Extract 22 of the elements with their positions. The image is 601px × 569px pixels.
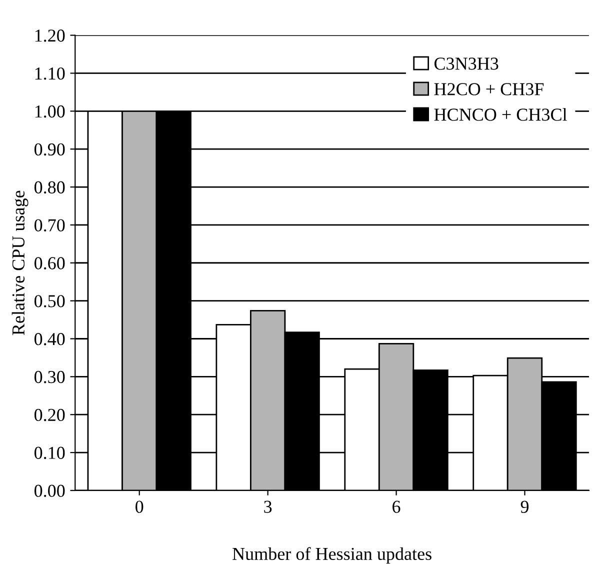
y-tick-label: 0.30	[34, 370, 65, 384]
legend-label: H2CO + CH3F	[434, 83, 544, 96]
y-tick-label: 0.40	[34, 333, 65, 346]
y-tick-label: 1.10	[35, 67, 65, 80]
legend-label: HCNCO + CH3Cl	[434, 108, 567, 121]
y-tick-label: 0.90	[34, 143, 65, 156]
y-tick-label: 0.00	[34, 484, 65, 497]
x-tick-label: 3	[264, 500, 272, 513]
x-tick-label: 0	[136, 500, 144, 513]
y-tick-label: 0.20	[34, 408, 65, 422]
y-tick-label: 0.10	[34, 446, 65, 460]
y-tick-label: 0.50	[34, 295, 65, 308]
x-axis-title: Number of Hessian updates	[232, 547, 432, 564]
x-tick-label: 6	[392, 500, 400, 513]
y-axis-title: Relative CPU usage	[12, 190, 28, 336]
y-tick-label: 0.60	[34, 257, 65, 270]
x-tick-label: 9	[520, 500, 529, 513]
y-tick-label: 0.70	[34, 219, 65, 232]
y-tick-label: 1.20	[35, 30, 65, 42]
y-tick-label: 0.80	[34, 181, 65, 194]
legend-label: C3N3H3	[434, 58, 498, 70]
y-tick-label: 1.00	[35, 105, 65, 118]
